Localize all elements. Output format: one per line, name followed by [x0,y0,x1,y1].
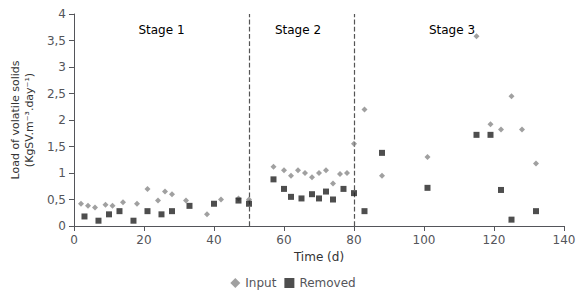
svg-text:20: 20 [136,233,151,247]
svg-text:(KgSV.m⁻³.day⁻¹): (KgSV.m⁻³.day⁻¹) [23,73,36,167]
svg-text:100: 100 [413,233,436,247]
svg-text:60: 60 [276,233,291,247]
svg-text:1,5: 1,5 [47,140,66,154]
svg-text:120: 120 [483,233,506,247]
svg-text:2,5: 2,5 [47,87,66,101]
svg-text:0: 0 [58,219,66,233]
svg-text:Removed: Removed [299,276,355,290]
svg-text:80: 80 [346,233,361,247]
svg-text:2: 2 [58,113,66,127]
svg-text:140: 140 [553,233,576,247]
svg-text:40: 40 [206,233,221,247]
svg-text:1: 1 [58,166,66,180]
svg-text:0: 0 [70,233,78,247]
svg-text:Load of volatile solids: Load of volatile solids [9,60,22,179]
svg-text:0,5: 0,5 [47,193,66,207]
svg-text:Stage 2: Stage 2 [275,23,321,37]
svg-text:Stage 1: Stage 1 [138,23,184,37]
svg-text:Stage 3: Stage 3 [429,23,475,37]
svg-text:3: 3 [58,60,66,74]
svg-text:Time (d): Time (d) [293,250,344,264]
svg-text:4: 4 [58,7,66,21]
svg-text:Input: Input [245,276,276,290]
svg-text:3,5: 3,5 [47,34,66,48]
